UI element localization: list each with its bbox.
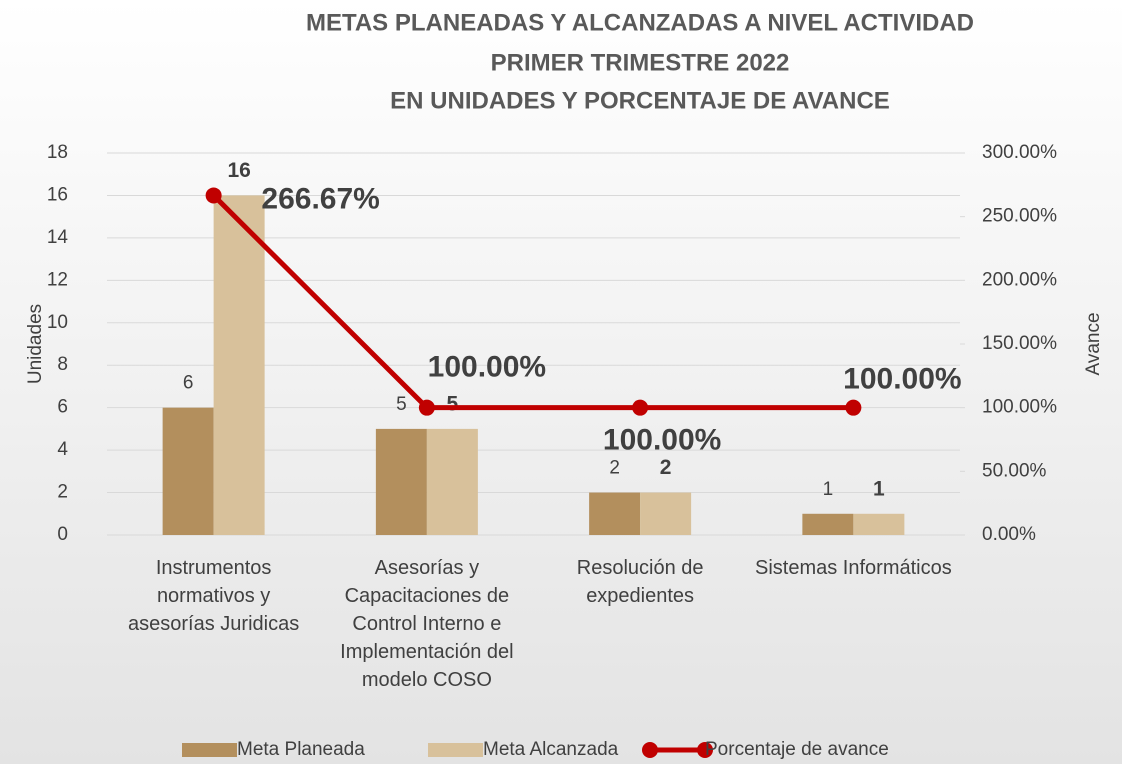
y-tick-label: 4 — [57, 439, 68, 460]
line-marker — [418, 399, 435, 416]
bar-value-label: 5 — [396, 394, 407, 415]
bar-value-label: 2 — [609, 458, 620, 479]
y-tick-label: 16 — [47, 184, 68, 205]
y2-tick-label: 150.00% — [982, 333, 1057, 354]
y-tick-label: 10 — [47, 312, 68, 333]
x-tick-label: Resolución de expedientes — [576, 557, 704, 607]
y-tick-label: 12 — [47, 269, 68, 290]
y2-axis-title: Avance — [1083, 312, 1104, 375]
y2-tick-label: 100.00% — [982, 397, 1057, 418]
bar — [213, 195, 265, 535]
y-tick-label: 0 — [57, 524, 68, 545]
chart-title: EN UNIDADES Y PORCENTAJE DE AVANCE — [390, 87, 890, 114]
bar — [589, 492, 641, 535]
bar — [162, 407, 214, 535]
line-value-label: 100.00% — [428, 351, 546, 384]
bar — [375, 428, 427, 535]
bar — [426, 428, 478, 535]
x-tick-label: Asesorías y Capacitaciones de Control In… — [340, 557, 514, 691]
y-tick-label: 6 — [57, 397, 68, 418]
line-value-label: 266.67% — [261, 182, 379, 215]
bar — [640, 492, 692, 535]
y-tick-label: 2 — [57, 482, 68, 503]
legend-label: Meta Alcanzada — [483, 739, 619, 760]
y-axis-title: Unidades — [25, 304, 46, 384]
y-tick-label: 14 — [47, 227, 69, 248]
bar — [802, 513, 854, 535]
chart-title: PRIMER TRIMESTRE 2022 — [491, 49, 790, 76]
bar-value-label: 1 — [823, 479, 834, 500]
legend-label: Meta Planeada — [237, 739, 365, 760]
bar-value-label: 6 — [183, 373, 194, 394]
y2-tick-label: 300.00% — [982, 142, 1057, 163]
legend-swatch — [642, 742, 658, 758]
bar-value-label: 5 — [447, 392, 459, 415]
bar — [853, 513, 905, 535]
y-tick-label: 18 — [47, 142, 68, 163]
bar-value-label: 1 — [873, 477, 885, 500]
line-value-label: 100.00% — [843, 363, 961, 396]
legend-swatch — [428, 743, 483, 757]
legend-label: Porcentaje de avance — [705, 739, 889, 760]
line-marker — [205, 187, 222, 204]
bar-value-label: 2 — [660, 456, 672, 479]
line-marker — [845, 399, 862, 416]
y2-tick-label: 200.00% — [982, 269, 1057, 290]
y-tick-label: 8 — [57, 354, 68, 375]
x-tick-label: Sistemas Informáticos — [755, 557, 952, 579]
x-tick-label: Instrumentos normativos y asesorías Juri… — [128, 557, 300, 635]
y2-tick-label: 250.00% — [982, 206, 1057, 227]
line-marker — [632, 399, 649, 416]
bar-value-label: 16 — [227, 159, 250, 182]
legend-swatch — [182, 743, 237, 757]
chart-title: METAS PLANEADAS Y ALCANZADAS A NIVEL ACT… — [306, 9, 974, 36]
legend-swatch — [697, 742, 713, 758]
line-value-label: 100.00% — [603, 424, 721, 457]
line-series — [211, 193, 854, 411]
y2-tick-label: 50.00% — [982, 460, 1047, 481]
y2-tick-label: 0.00% — [982, 524, 1036, 545]
